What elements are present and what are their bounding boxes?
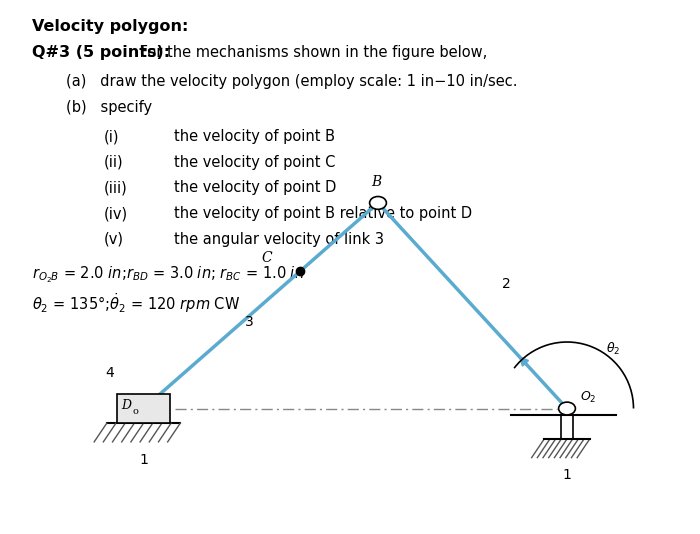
Text: 1: 1 bbox=[139, 453, 148, 467]
Text: $r_{O_2B}$ = 2.0 $in$;$r_{BD}$ = 3.0 $in$; $r_{BC}$ = 1.0 $in$: $r_{O_2B}$ = 2.0 $in$;$r_{BD}$ = 3.0 $in… bbox=[32, 264, 304, 285]
Text: o: o bbox=[132, 407, 139, 415]
Text: 1: 1 bbox=[563, 468, 571, 482]
Text: (iv): (iv) bbox=[104, 206, 127, 221]
Text: Q#3 (5 points):: Q#3 (5 points): bbox=[32, 45, 169, 60]
Text: $O_2$: $O_2$ bbox=[580, 389, 596, 405]
Text: (v): (v) bbox=[104, 232, 124, 247]
Circle shape bbox=[559, 402, 575, 415]
Text: C: C bbox=[261, 251, 272, 265]
Text: (ii): (ii) bbox=[104, 155, 123, 170]
Text: B: B bbox=[371, 175, 382, 189]
Text: $\theta_2$ = 135°;$\dot{\theta}_2$ = 120 $rpm$ CW: $\theta_2$ = 135°;$\dot{\theta}_2$ = 120… bbox=[32, 291, 239, 315]
Text: 2: 2 bbox=[503, 277, 511, 291]
Text: Velocity polygon:: Velocity polygon: bbox=[32, 19, 188, 34]
Text: the velocity of point B: the velocity of point B bbox=[174, 129, 335, 144]
Text: $\theta_2$: $\theta_2$ bbox=[606, 341, 620, 357]
Text: For the mechanisms shown in the figure below,: For the mechanisms shown in the figure b… bbox=[135, 45, 487, 60]
Text: 3: 3 bbox=[245, 315, 253, 329]
Text: the angular velocity of link 3: the angular velocity of link 3 bbox=[174, 232, 384, 247]
Bar bbox=[117, 394, 169, 423]
Text: D: D bbox=[120, 399, 131, 412]
Text: the velocity of point B relative to point D: the velocity of point B relative to poin… bbox=[174, 206, 472, 221]
Text: (i): (i) bbox=[104, 129, 119, 144]
Text: (a)   draw the velocity polygon (employ scale: 1 in−10 in/sec.: (a) draw the velocity polygon (employ sc… bbox=[66, 74, 518, 89]
Text: 4: 4 bbox=[105, 366, 113, 380]
Circle shape bbox=[370, 197, 386, 209]
Text: the velocity of point D: the velocity of point D bbox=[174, 180, 336, 195]
Text: (b)   specify: (b) specify bbox=[66, 100, 153, 115]
Text: the velocity of point C: the velocity of point C bbox=[174, 155, 335, 170]
Text: (iii): (iii) bbox=[104, 180, 127, 195]
